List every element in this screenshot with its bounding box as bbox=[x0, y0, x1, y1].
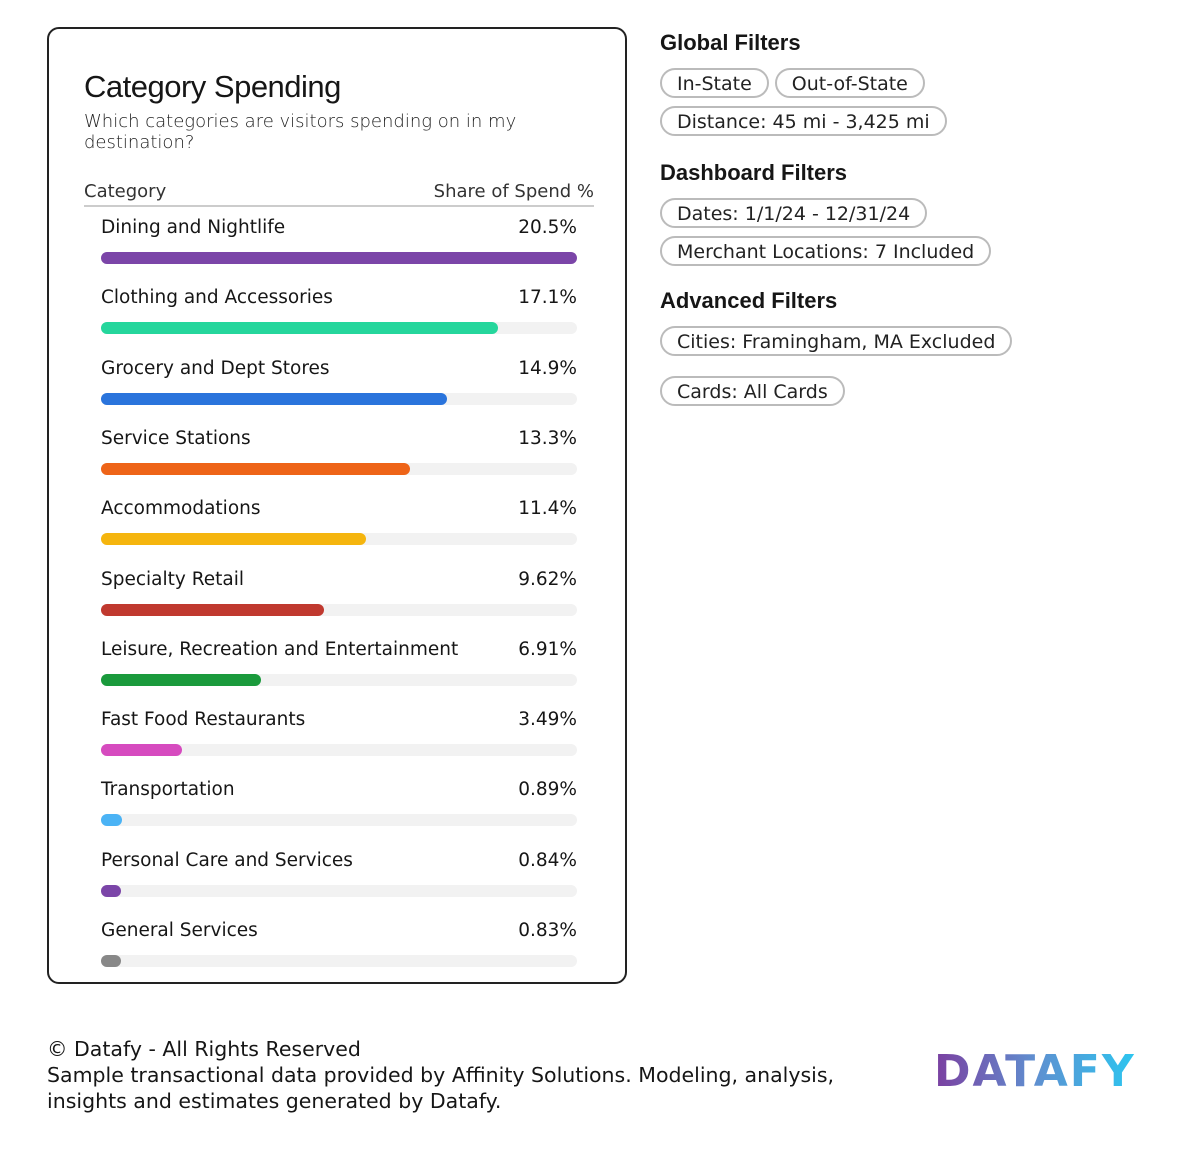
bar-fill bbox=[101, 744, 183, 757]
share-value: 11.4% bbox=[518, 498, 577, 520]
bar-fill bbox=[101, 392, 447, 405]
dashboard-filters-title: Dashboard Filters bbox=[660, 160, 848, 185]
share-value: 9.62% bbox=[518, 568, 577, 590]
category-label: Accommodations bbox=[101, 498, 261, 520]
category-row[interactable]: General Services 0.83% bbox=[101, 920, 577, 980]
share-value: 20.5% bbox=[518, 217, 577, 238]
bar-track bbox=[101, 744, 577, 757]
share-value: 6.91% bbox=[518, 638, 577, 660]
category-row[interactable]: Grocery and Dept Stores 14.9% bbox=[101, 358, 577, 418]
category-label: Specialty Retail bbox=[101, 568, 245, 590]
filter-pill-cities[interactable]: Cities: Framingham, MA Excluded bbox=[660, 326, 1013, 356]
category-label: Service Stations bbox=[101, 427, 251, 449]
bar-track bbox=[101, 533, 577, 546]
filter-pill-dates[interactable]: Dates: 1/1/24 - 12/31/24 bbox=[660, 198, 928, 228]
category-label: Dining and Nightlife bbox=[101, 217, 286, 238]
category-label: Clothing and Accessories bbox=[101, 287, 333, 309]
card-title: Category Spending bbox=[84, 69, 341, 104]
category-row[interactable]: Transportation 0.89% bbox=[101, 779, 577, 839]
bar-track bbox=[101, 462, 577, 475]
bar-fill bbox=[101, 955, 121, 967]
bar-track bbox=[101, 603, 577, 616]
category-label: Leisure, Recreation and Entertainment bbox=[101, 638, 459, 660]
data-note: Sample transactional data provided by Af… bbox=[47, 1063, 835, 1113]
category-row[interactable]: Fast Food Restaurants 3.49% bbox=[101, 709, 577, 769]
bar-fill bbox=[101, 884, 121, 897]
bar-track bbox=[101, 884, 577, 897]
category-row[interactable]: Service Stations 13.3% bbox=[101, 428, 577, 488]
category-row[interactable]: Specialty Retail 9.62% bbox=[101, 569, 577, 629]
share-value: 14.9% bbox=[518, 357, 577, 379]
filter-pill-merchant-locations[interactable]: Merchant Locations: 7 Included bbox=[660, 236, 992, 266]
bar-fill bbox=[101, 322, 499, 335]
category-row[interactable]: Leisure, Recreation and Entertainment 6.… bbox=[101, 639, 577, 699]
category-label: Fast Food Restaurants bbox=[101, 709, 306, 731]
global-filters-title: Global Filters bbox=[660, 30, 801, 55]
advanced-filters-title: Advanced Filters bbox=[660, 288, 838, 313]
column-category[interactable]: Category bbox=[84, 181, 167, 202]
category-row[interactable]: Personal Care and Services 0.84% bbox=[101, 850, 577, 910]
share-value: 17.1% bbox=[518, 287, 577, 309]
bar-track bbox=[101, 322, 577, 335]
bar-fill bbox=[101, 533, 366, 546]
bar-track bbox=[101, 252, 577, 264]
bar-fill bbox=[101, 462, 410, 475]
category-label: General Services bbox=[101, 920, 258, 941]
share-value: 0.84% bbox=[518, 849, 577, 871]
category-label: Grocery and Dept Stores bbox=[101, 357, 330, 379]
bar-fill bbox=[101, 603, 325, 616]
advanced-filters: Advanced Filters Cities: Framingham, MA … bbox=[660, 288, 1018, 414]
filters-panel: Global Filters In-State Out-of-State Dist… bbox=[660, 30, 1018, 414]
card-subtitle: Which categories are visitors spending o… bbox=[84, 111, 517, 153]
filter-pill-in-state[interactable]: In-State bbox=[660, 68, 769, 98]
datafy-logo: DATAFY bbox=[934, 1046, 1136, 1097]
category-row[interactable]: Clothing and Accessories 17.1% bbox=[101, 287, 577, 347]
category-spending-card: Category Spending Which categories are v… bbox=[47, 27, 627, 984]
bar-fill bbox=[101, 673, 262, 686]
share-value: 13.3% bbox=[518, 427, 577, 449]
filter-pill-distance[interactable]: Distance: 45 mi - 3,425 mi bbox=[660, 106, 947, 136]
column-share[interactable]: Share of Spend % bbox=[433, 181, 594, 202]
footer: © Datafy - All Rights Reserved Sample tr… bbox=[47, 1036, 907, 1114]
category-label: Transportation bbox=[101, 779, 235, 801]
category-row[interactable]: Dining and Nightlife 20.5% bbox=[101, 217, 577, 277]
filter-pill-cards[interactable]: Cards: All Cards bbox=[660, 376, 845, 406]
share-value: 0.89% bbox=[518, 779, 577, 801]
filter-pill-out-of-state[interactable]: Out-of-State bbox=[774, 68, 925, 98]
global-filters: Global Filters In-State Out-of-State Dist… bbox=[660, 30, 1018, 160]
copyright: © Datafy - All Rights Reserved bbox=[47, 1037, 361, 1061]
category-row[interactable]: Accommodations 11.4% bbox=[101, 498, 577, 558]
bar-track bbox=[101, 814, 577, 827]
bar-fill bbox=[101, 252, 577, 264]
share-value: 0.83% bbox=[518, 920, 577, 941]
bar-track bbox=[101, 955, 577, 967]
dashboard-filters: Dashboard Filters Dates: 1/1/24 - 12/31/… bbox=[660, 160, 1018, 288]
category-label: Personal Care and Services bbox=[101, 849, 353, 871]
table-header: Category Share of Spend % bbox=[84, 181, 594, 207]
bar-track bbox=[101, 673, 577, 686]
bar-track bbox=[101, 392, 577, 405]
share-value: 3.49% bbox=[518, 709, 577, 731]
bar-fill bbox=[101, 814, 122, 827]
